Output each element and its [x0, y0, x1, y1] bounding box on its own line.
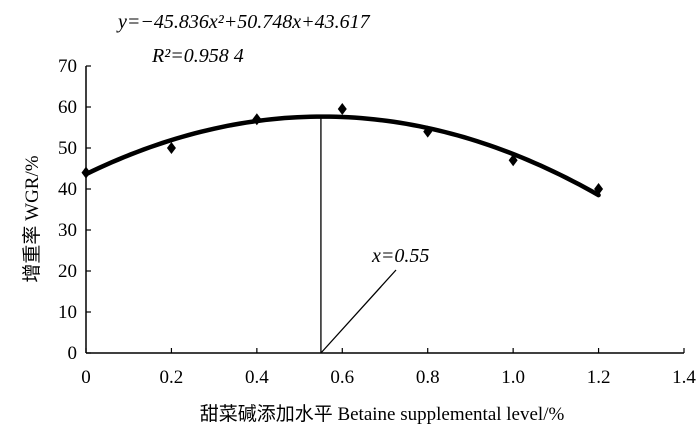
y-tick-label: 50 [58, 138, 77, 159]
x-tick-label: 0.8 [416, 367, 440, 388]
fit-curve [83, 114, 601, 198]
r-squared-label: R²=0.958 4 [151, 45, 244, 67]
vertex-leader-line [320, 269, 397, 354]
x-tick-label: 0.6 [330, 367, 354, 388]
x-axis-title: 甜菜碱添加水平 Betaine supplemental level/% [200, 403, 565, 425]
points-layer [81, 103, 604, 195]
x-tick-label: 0 [81, 367, 91, 388]
data-point [594, 183, 604, 195]
vertex-x-label: x=0.55 [371, 245, 429, 267]
y-tick-label: 30 [58, 220, 77, 241]
y-tick-label: 0 [68, 343, 78, 364]
y-tick-label: 60 [58, 97, 77, 118]
annotation-layer: y=−45.836x²+50.748x+43.617 R²=0.958 4 x=… [116, 11, 429, 354]
y-tick-label: 10 [58, 302, 77, 323]
data-point [337, 103, 347, 116]
axes: 0 0.2 0.4 0.6 0.8 1.0 1.2 1.4 0 10 20 30 40 50 60 70 [58, 56, 696, 388]
y-axis-title: 增重率 WGR/% [21, 155, 43, 282]
data-point [81, 166, 91, 179]
fit-layer [83, 114, 601, 198]
x-tick-label: 1.4 [672, 367, 696, 388]
x-tick-label: 1.0 [501, 367, 525, 388]
y-tick-label: 20 [58, 261, 77, 282]
y-tick-label: 40 [58, 179, 77, 200]
y-tick-label: 70 [58, 56, 77, 77]
data-point [252, 113, 262, 126]
data-point [166, 142, 176, 154]
fit-equation: y=−45.836x²+50.748x+43.617 [116, 11, 371, 33]
data-point [423, 125, 433, 138]
x-tick-label: 1.2 [587, 367, 611, 388]
data-point [508, 154, 518, 167]
x-tick-label: 0.2 [160, 367, 184, 388]
x-tick-label: 0.4 [245, 367, 269, 388]
